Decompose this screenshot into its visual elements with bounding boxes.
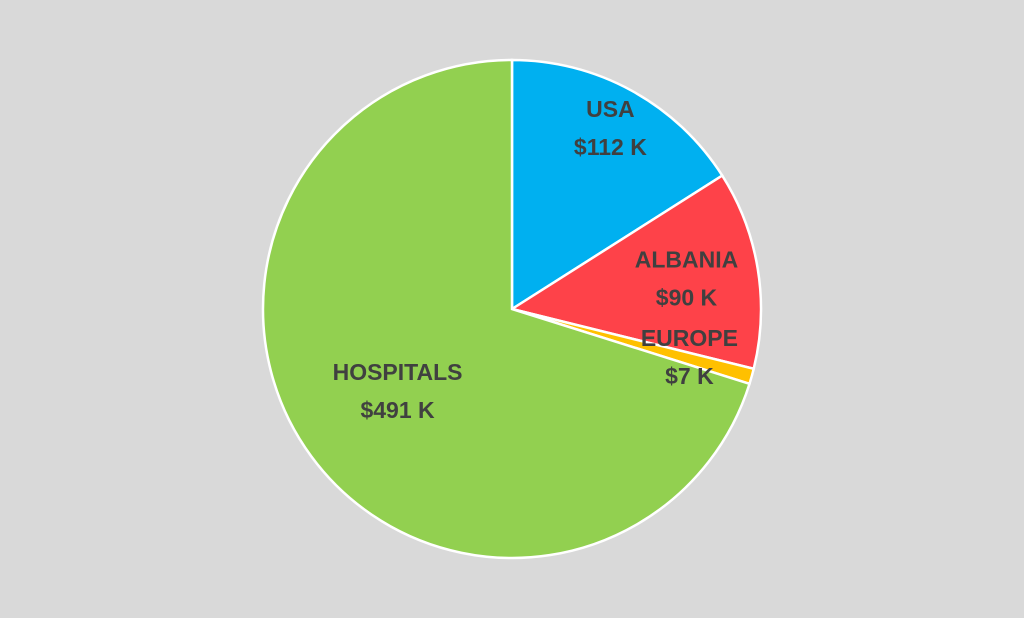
value-label: $7 K [665, 363, 714, 389]
value-label: $112 K [574, 134, 647, 160]
pie-slice [508, 173, 763, 371]
slice-label: USA [586, 96, 635, 122]
slice-label: ALBANIA [635, 247, 739, 273]
value-label: $90 K [656, 285, 718, 311]
value-label: $491 K [360, 397, 435, 423]
slice-label: EUROPE [641, 325, 738, 351]
slice-label: HOSPITALS [333, 359, 463, 385]
pie-slice [510, 58, 724, 312]
pie-slice [261, 58, 752, 560]
